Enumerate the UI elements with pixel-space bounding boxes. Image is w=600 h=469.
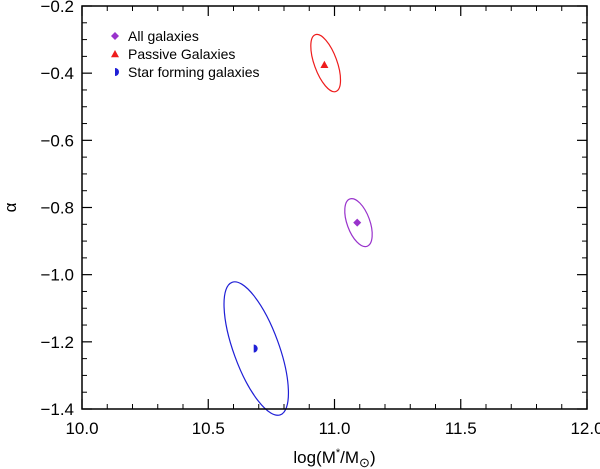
x-axis-label: log(M*/M⊙) bbox=[293, 447, 375, 469]
legend: All galaxies Passive Galaxies Star forming… bbox=[111, 28, 260, 80]
legend-marker bbox=[111, 50, 119, 58]
legend-marker bbox=[111, 32, 119, 40]
x-tick-label: 10.0 bbox=[65, 419, 98, 438]
data-point bbox=[253, 344, 258, 353]
y-tick-label: −1.0 bbox=[40, 266, 74, 285]
x-tick-label: 12.0 bbox=[570, 419, 600, 438]
y-tick-label: −1.2 bbox=[40, 333, 74, 352]
legend-label: Passive Galaxies bbox=[128, 46, 235, 62]
y-tick-label: −1.4 bbox=[40, 400, 74, 419]
y-axis-label: α bbox=[1, 202, 20, 212]
x-tick-label: 10.5 bbox=[192, 419, 225, 438]
y-tick-label: −0.2 bbox=[40, 0, 74, 16]
confidence-ellipses bbox=[223, 33, 373, 416]
data-point bbox=[320, 60, 329, 68]
y-tick-label: −0.4 bbox=[40, 64, 74, 83]
axis-ticks bbox=[81, 5, 588, 410]
y-tick-label: −0.8 bbox=[40, 199, 74, 218]
x-tick-label: 11.0 bbox=[319, 419, 351, 438]
confidence-ellipse bbox=[223, 281, 290, 416]
confidence-ellipse bbox=[344, 198, 373, 248]
confidence-ellipse bbox=[310, 33, 342, 93]
y-tick-label: −0.6 bbox=[40, 131, 74, 150]
legend-marker bbox=[115, 68, 119, 76]
legend-label: Star forming galaxies bbox=[128, 64, 260, 80]
data-point bbox=[353, 218, 362, 227]
tick-labels: 10.0 10.5 11.0 11.5 12.0 −1.4 −1.2 −1.0 −0.8 −0.6… bbox=[40, 0, 600, 438]
x-tick-label: 11.5 bbox=[445, 419, 477, 438]
legend-label: All galaxies bbox=[128, 28, 199, 44]
data-markers bbox=[253, 60, 362, 353]
